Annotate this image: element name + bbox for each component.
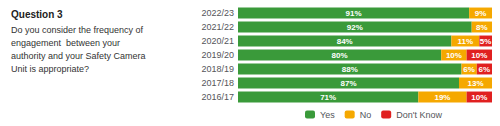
svg-text:8%: 8% — [476, 23, 488, 32]
svg-text:84%: 84% — [337, 37, 353, 46]
svg-text:6%: 6% — [463, 65, 475, 74]
svg-text:10%: 10% — [471, 51, 487, 60]
svg-text:Unit is appropriate?: Unit is appropriate? — [11, 64, 89, 74]
svg-text:88%: 88% — [342, 65, 358, 74]
svg-text:2019/20: 2019/20 — [201, 50, 234, 60]
svg-text:Question 3: Question 3 — [11, 9, 63, 20]
svg-text:91%: 91% — [346, 9, 362, 18]
svg-text:6%: 6% — [479, 65, 491, 74]
svg-text:5%: 5% — [480, 37, 492, 46]
svg-text:2022/23: 2022/23 — [201, 8, 234, 18]
svg-text:engagement between your: engagement between your — [11, 38, 120, 48]
svg-text:2016/17: 2016/17 — [201, 92, 234, 102]
svg-text:Do you consider the frequency: Do you consider the frequency of — [11, 25, 144, 35]
svg-text:Don't Know: Don't Know — [396, 110, 442, 120]
svg-text:9%: 9% — [475, 9, 487, 18]
svg-text:19%: 19% — [434, 93, 450, 102]
svg-text:10%: 10% — [446, 51, 462, 60]
svg-text:92%: 92% — [347, 23, 363, 32]
svg-text:71%: 71% — [320, 93, 336, 102]
svg-text:2021/22: 2021/22 — [201, 22, 234, 32]
svg-text:13%: 13% — [467, 79, 483, 88]
svg-text:10%: 10% — [471, 93, 487, 102]
svg-text:2017/18: 2017/18 — [201, 78, 234, 88]
svg-text:Yes: Yes — [320, 110, 335, 120]
svg-text:2018/19: 2018/19 — [201, 64, 234, 74]
svg-text:11%: 11% — [458, 37, 474, 46]
svg-text:87%: 87% — [340, 79, 356, 88]
svg-text:authority and your Safety Came: authority and your Safety Camera — [11, 51, 146, 61]
svg-text:80%: 80% — [332, 51, 348, 60]
svg-text:2020/21: 2020/21 — [201, 36, 234, 46]
svg-text:No: No — [360, 110, 372, 120]
